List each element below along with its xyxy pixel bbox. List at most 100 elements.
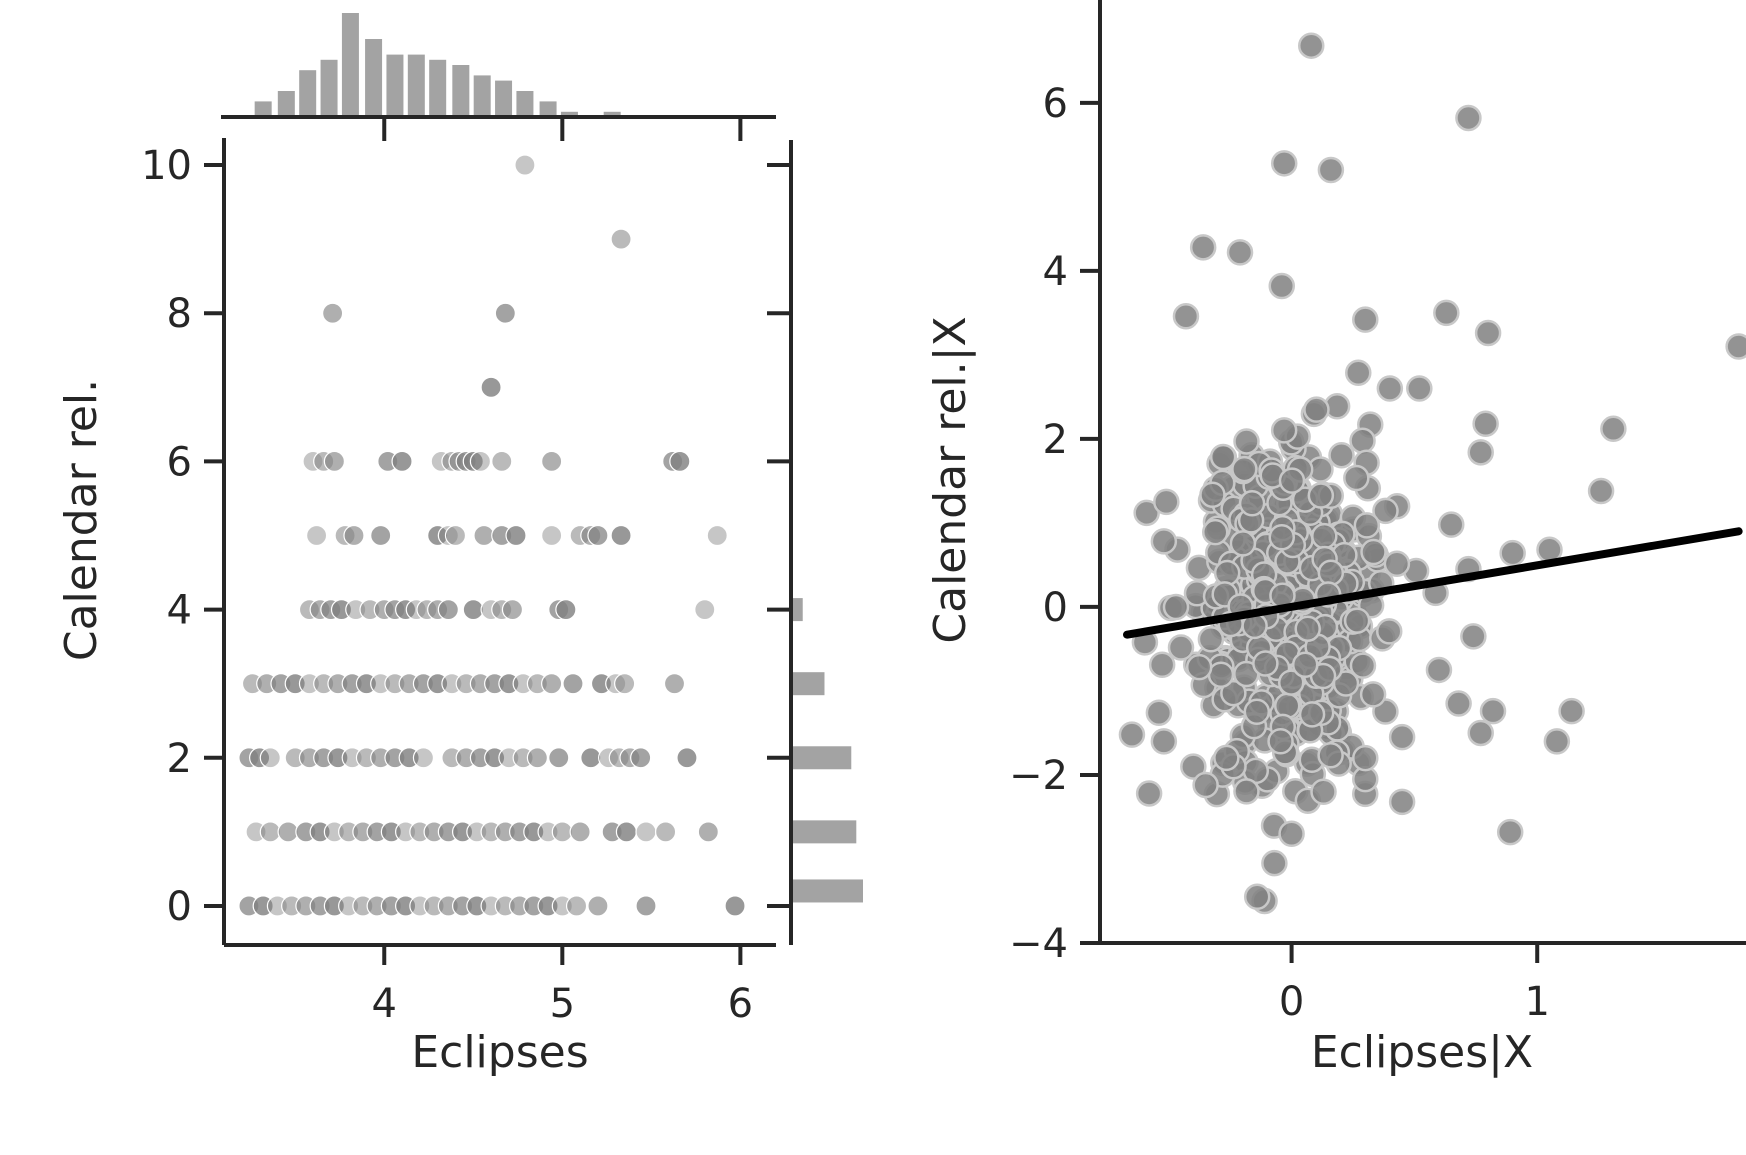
scatter-point [1243,698,1271,725]
scatter-point [1406,375,1433,402]
scatter-point [569,821,591,843]
scatter-point [635,895,657,917]
scatter-point [630,747,652,769]
scatter-point [1162,593,1190,621]
scatter-point [259,821,281,843]
scatter-point [395,598,417,621]
histogram-bar [254,101,272,117]
x-axis-label: Eclipses|X [1311,1027,1533,1078]
scatter-point [1133,499,1160,527]
histogram-bar [791,820,857,844]
scatter-point [541,524,563,547]
y-tick-label: 6 [167,439,192,485]
scatter-point [437,598,459,621]
scatter-point [697,821,719,843]
x-axis-label: Eclipses [411,1027,588,1078]
scatter-point [391,450,413,473]
scatter-point [1273,692,1301,720]
scatter-point [1167,634,1195,661]
scatter-point [615,821,638,843]
axes: 0 2 4 6 8 10 4 5 6 [141,138,776,1027]
scatter-point [1238,490,1266,517]
scatter-point [669,450,691,473]
scatter-point [1118,721,1146,748]
scatter-point [1332,670,1360,697]
histogram-bar [452,65,470,117]
histogram-bar [791,879,863,903]
scatter-point [1383,550,1411,577]
scatter-point [610,524,632,547]
scatter-point [1172,302,1200,330]
scatter-point [654,821,677,843]
y-tick-label: 4 [1043,249,1068,295]
scatter-point [277,821,299,843]
scatter-point [1294,615,1321,642]
scatter-point [1209,443,1237,471]
histogram-bar [791,598,803,622]
scatter-point [1725,333,1746,360]
histogram-bar [539,101,557,117]
scatter-point [1180,753,1207,780]
scatter-point [587,524,609,547]
scatter-point [1303,396,1330,423]
scatter-point [462,450,484,473]
scatter-point [1229,530,1257,557]
scatter-point [514,154,536,176]
scatter-point [1220,679,1247,707]
y-tick-label: −2 [1009,753,1068,799]
scatter-point [1311,522,1338,550]
histogram-bar [473,75,491,117]
scatter-point [1270,417,1298,444]
scatter-point [491,450,513,473]
scatter-point [1185,653,1213,681]
scatter-point [1268,272,1296,300]
scatter-point [1472,410,1499,438]
histogram-bar [386,54,404,117]
scatter-point [1192,771,1219,799]
scatter-point [1199,481,1226,509]
scatter-point [1317,559,1345,587]
scatter-point [1496,818,1524,846]
scatter-point [1460,623,1487,650]
scatter-point [1425,656,1453,684]
scatter-point [1278,820,1305,848]
scatter-point [1231,455,1258,483]
scatter-point [1189,234,1217,261]
x-tick-label: 1 [1524,979,1549,1025]
scatter-point [343,524,365,547]
scatter-point [1307,482,1335,509]
scatter-point [1479,697,1507,725]
scatter-point [676,747,698,769]
scatter-point [505,524,527,547]
x-tick-label: 0 [1279,979,1304,1025]
scatter-point [635,821,657,843]
joint-plot-panel: 0 2 4 6 8 10 4 5 6 Eclipses Calendar rel. [56,13,863,1078]
scatter-point [1499,539,1526,567]
scatter-point [1317,156,1345,184]
scatter-points [238,154,746,917]
scatter-point [614,673,636,695]
scatter-point [249,747,271,769]
histogram-bar [407,54,425,117]
y-tick-label: 0 [1043,585,1068,631]
scatter-point [610,228,632,250]
scatter-point [587,895,609,917]
scatter-point [541,450,563,473]
scatter-point [1455,104,1482,132]
y-axis-label: Calendar rel. [56,379,107,661]
scatter-point [1268,524,1296,551]
y-tick-label: 6 [1043,81,1068,127]
histogram-bar [299,70,317,117]
scatter-point [305,524,328,547]
scatter-point [1197,626,1225,653]
scatter-point [555,598,577,621]
scatter-point [1145,699,1173,727]
scatter-point [1587,477,1615,505]
scatter-point [1252,650,1279,677]
scatter-point [1388,788,1416,816]
scatter-point [724,895,746,917]
scatter-point [1433,299,1460,327]
scatter-point [1150,528,1178,555]
scatter-point [259,747,281,769]
scatter-point [1153,488,1180,516]
